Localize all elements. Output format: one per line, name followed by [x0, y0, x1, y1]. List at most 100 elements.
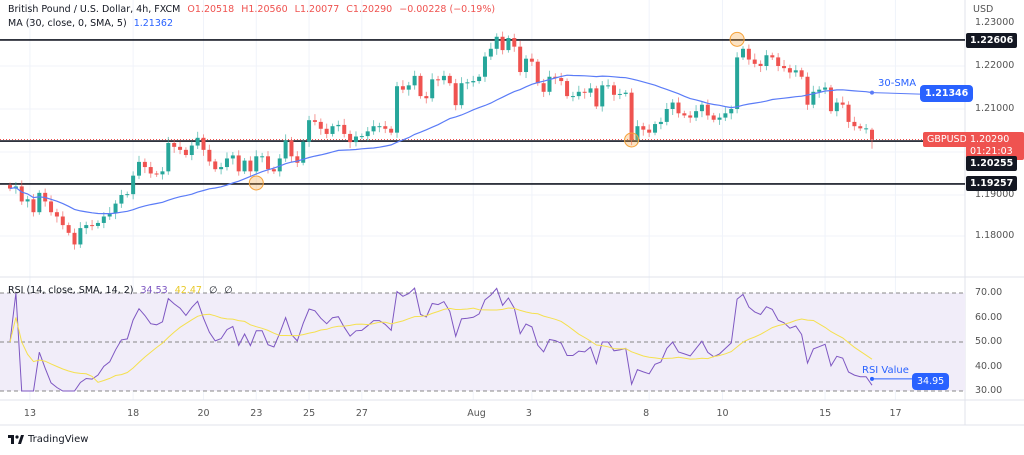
candle-body [852, 121, 857, 127]
candle-body [412, 75, 417, 86]
support-mid-tag: 1.20255 [966, 156, 1018, 171]
candle-body [154, 173, 159, 175]
candle-body [8, 185, 12, 189]
candle-body [418, 75, 423, 97]
candle-body [54, 212, 59, 217]
candle-body [606, 85, 611, 87]
time-tick: Aug [467, 408, 486, 419]
candle-body [864, 128, 869, 130]
candle-body [336, 124, 341, 127]
symbol-title: British Pound / U.S. Dollar, 4h, FXCM [8, 4, 181, 15]
candle-body [312, 120, 317, 122]
candle-body [353, 136, 358, 143]
candle-body [78, 228, 83, 245]
candle-body [547, 76, 552, 92]
candle-body [494, 36, 499, 49]
candle-body [764, 55, 769, 66]
bar-countdown: 01:21:03 [970, 146, 1013, 157]
candle-body [688, 115, 693, 118]
candle-body [324, 128, 329, 134]
candle-body [266, 156, 271, 170]
candle-body [283, 140, 288, 159]
candle-body [617, 93, 622, 95]
candle-body [330, 126, 335, 134]
tradingview-logo-icon [8, 435, 24, 444]
candle-body [148, 167, 153, 174]
candle-body [260, 156, 265, 158]
rsi-line [9, 287, 873, 392]
candle-body [453, 83, 458, 106]
candle-body [711, 115, 716, 120]
rsi-legend[interactable]: RSI (14, close, SMA, 14, 2) 34.53 42.47 … [8, 285, 237, 296]
candle-body [359, 136, 364, 138]
time-tick: 15 [819, 408, 832, 419]
brand-name: TradingView [28, 434, 89, 445]
candle-body [793, 70, 798, 73]
candle-body [113, 203, 118, 214]
candle-body [172, 142, 177, 147]
highlight-circle-marker [248, 175, 264, 191]
candle-body [699, 104, 704, 112]
candle-body [447, 75, 452, 84]
candle-body [635, 126, 640, 140]
candle-body [776, 57, 781, 66]
candle-body [230, 155, 235, 159]
tradingview-logo[interactable]: TradingView [8, 434, 88, 445]
symbol-tag: GBPUSD [923, 132, 971, 147]
rsi-sma-value: 42.47 [174, 285, 202, 296]
rsi-tick: 30.00 [975, 385, 1003, 396]
candle-body [90, 225, 95, 227]
candle-body [629, 92, 634, 140]
candle-body [60, 216, 65, 226]
candle-body [25, 199, 30, 202]
candle-body [834, 102, 839, 112]
time-tick: 25 [303, 408, 316, 419]
candle-body [752, 59, 757, 64]
rsi-label: RSI (14, close, SMA, 14, 2) [8, 285, 134, 296]
candle-body [389, 128, 394, 133]
rsi-tick: 70.00 [975, 287, 1003, 298]
time-tick: 13 [23, 408, 37, 419]
candle-body [500, 36, 505, 51]
candle-body [19, 186, 24, 202]
ohlc-open: O1.20518 [187, 4, 235, 15]
candle-body [289, 140, 294, 157]
candle-body [31, 199, 36, 213]
candle-body [735, 57, 740, 109]
rsi-tick: 60.00 [975, 312, 1003, 323]
candle-body [828, 87, 833, 112]
candle-body [529, 58, 534, 62]
candle-body [131, 175, 136, 195]
candle-body [746, 48, 751, 60]
candle-body [66, 225, 71, 233]
candle-body [535, 61, 540, 84]
candle-body [471, 81, 476, 83]
candle-body [201, 137, 206, 150]
sma-annotation-connector [871, 92, 921, 95]
candle-body [430, 79, 435, 99]
rsi-value-tag: 34.95 [912, 373, 950, 390]
sma-annotation-dot [870, 90, 874, 95]
candle-body [576, 91, 581, 97]
candle-body [72, 232, 77, 245]
candle-body [49, 201, 54, 213]
ma-label: MA (30, close, 0, SMA, 5) [8, 18, 127, 29]
candle-body [395, 86, 400, 133]
candle-body [183, 149, 188, 156]
candle-body [465, 82, 470, 84]
candle-body [840, 102, 845, 105]
candle-body [189, 145, 194, 156]
candle-body [137, 161, 142, 176]
candle-body [600, 85, 605, 107]
candle-body [565, 81, 570, 97]
rsi-annotation: RSI Value [862, 365, 909, 376]
rsi-value: 34.53 [140, 285, 168, 296]
candle-body [740, 48, 745, 58]
price-tick: 1.22000 [975, 60, 1015, 71]
candle-body [782, 66, 787, 69]
candle-body [758, 63, 763, 66]
ma-legend[interactable]: MA (30, close, 0, SMA, 5) 1.21362 [8, 18, 177, 29]
candle-body [676, 102, 681, 114]
candle-body [787, 68, 792, 73]
